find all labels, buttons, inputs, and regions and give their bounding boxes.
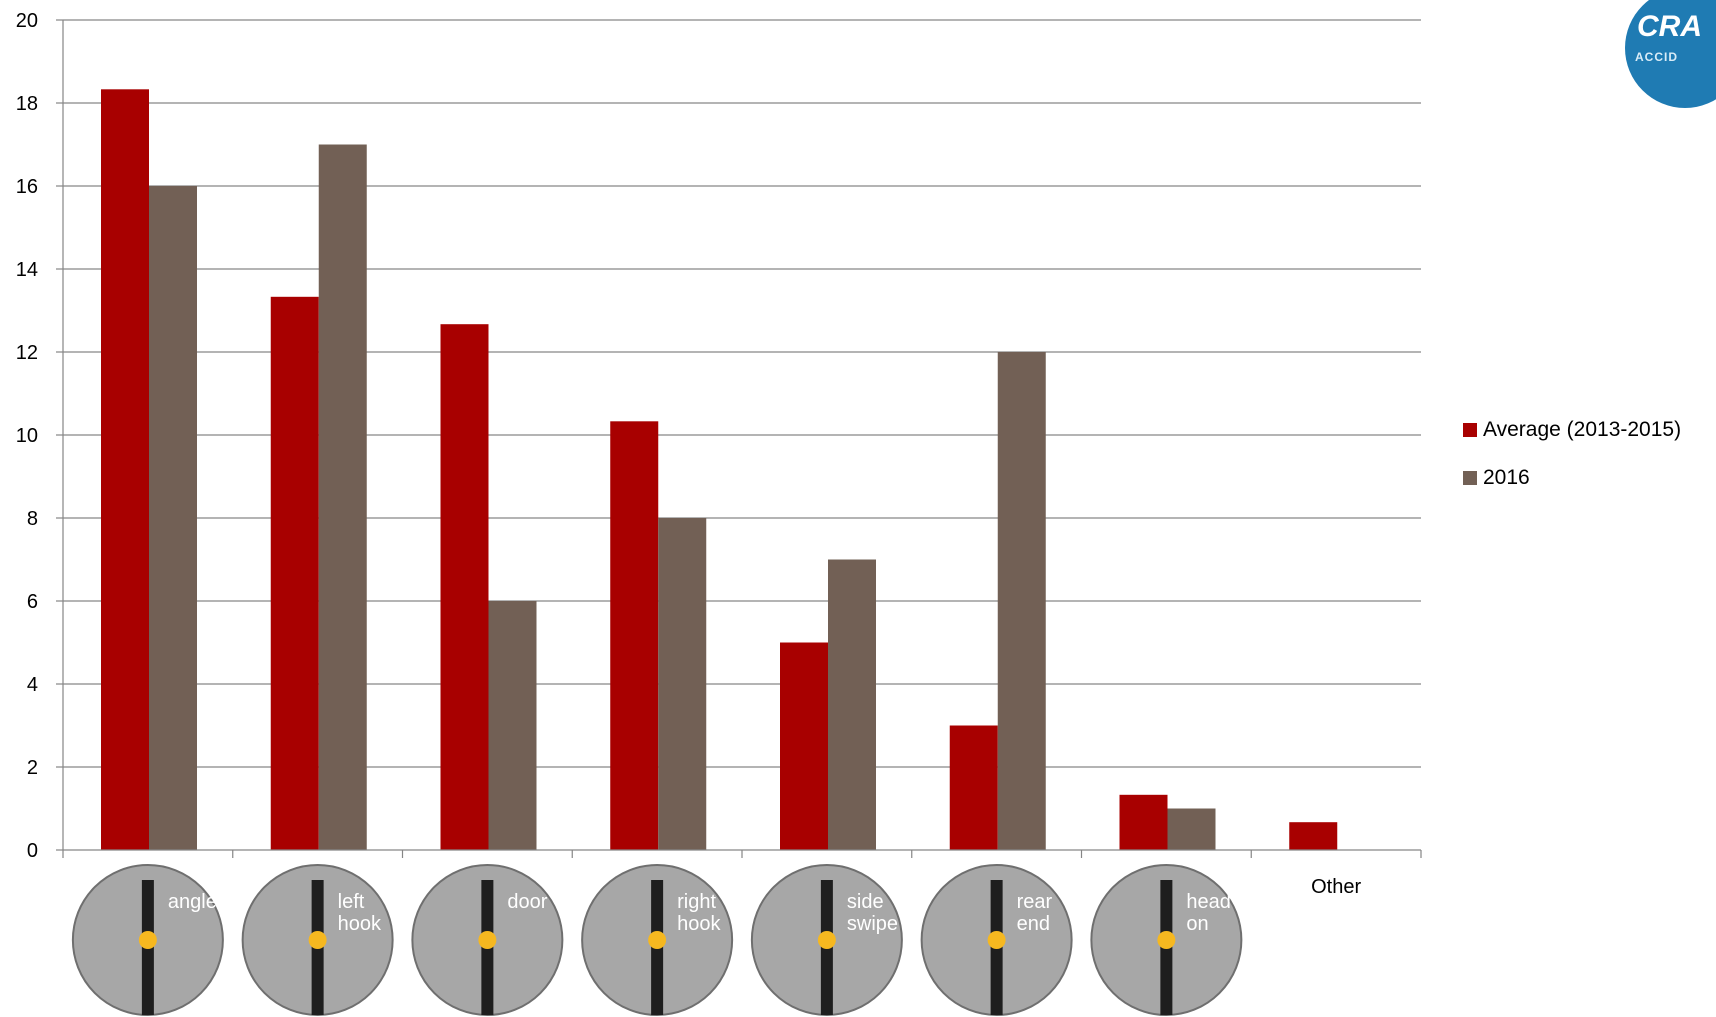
collision-point: [1157, 931, 1176, 949]
bar-2016-0: [149, 186, 197, 850]
x-category-label: Other: [1311, 876, 1361, 898]
icon-label: swipe: [847, 913, 898, 935]
bar-average-4: [780, 642, 828, 850]
y-tick-label: 8: [27, 508, 38, 530]
legend-swatch-2016: [1463, 471, 1477, 485]
icon-label: right: [677, 891, 716, 913]
icon-label: side: [847, 891, 884, 913]
bar-average-2: [440, 324, 489, 850]
y-tick-label: 16: [16, 176, 38, 198]
icon-label: left: [338, 891, 365, 913]
axes: [56, 19, 1422, 858]
bar-2016-5: [997, 352, 1046, 850]
collision-point: [987, 931, 1006, 949]
gridlines: [63, 19, 1421, 768]
y-tick-label: 18: [16, 93, 38, 115]
crash-type-icon-2: door: [411, 864, 564, 1016]
collision-point: [138, 931, 157, 949]
collision-point: [648, 931, 667, 949]
y-tick-label: 6: [27, 591, 38, 613]
legend-item-2016: 2016: [1463, 463, 1713, 493]
y-tick-label: 2: [27, 757, 38, 779]
bar-average-6: [1119, 794, 1168, 850]
collision-point: [308, 931, 327, 949]
collision-point: [478, 931, 497, 949]
icon-label: head: [1186, 891, 1231, 913]
icon-label: angle: [168, 891, 217, 913]
crash-type-icon-0: angle: [71, 864, 224, 1016]
y-tick-label: 14: [16, 259, 38, 281]
icon-label: hook: [338, 913, 382, 935]
y-tick-label: 20: [16, 10, 38, 32]
legend: Average (2013-2015) 2016: [1463, 415, 1713, 511]
y-axis-ticks: 0 2 4 6 8 10 12 14 16 18 20: [16, 10, 38, 862]
bars: [101, 89, 1338, 851]
legend-swatch-average: [1463, 423, 1477, 437]
logo-text: CRA: [1637, 10, 1702, 43]
icon-label: end: [1017, 913, 1050, 935]
legend-label-average: Average (2013-2015): [1483, 418, 1682, 441]
icon-label: hook: [677, 913, 721, 935]
bar-average-7: [1289, 822, 1338, 850]
bar-2016-4: [828, 559, 876, 850]
y-tick-label: 4: [27, 674, 38, 696]
bar-2016-6: [1167, 808, 1216, 850]
bar-average-1: [270, 296, 319, 850]
y-tick-label: 12: [16, 342, 38, 364]
icon-label: door: [507, 891, 547, 913]
logo-subtext: ACCID: [1635, 50, 1678, 64]
y-tick-label: 0: [27, 840, 38, 862]
bar-2016-1: [318, 144, 367, 850]
y-tick-label: 10: [16, 425, 38, 447]
bar-2016-3: [658, 518, 707, 850]
bar-average-0: [101, 89, 149, 851]
legend-item-average: Average (2013-2015): [1463, 415, 1713, 445]
icon-label: rear: [1017, 891, 1053, 913]
bar-average-5: [949, 725, 998, 850]
bar-average-3: [610, 421, 659, 850]
bar-2016-2: [488, 601, 537, 850]
legend-label-2016: 2016: [1483, 466, 1530, 489]
collision-point: [817, 931, 836, 949]
icon-label: on: [1186, 913, 1208, 935]
